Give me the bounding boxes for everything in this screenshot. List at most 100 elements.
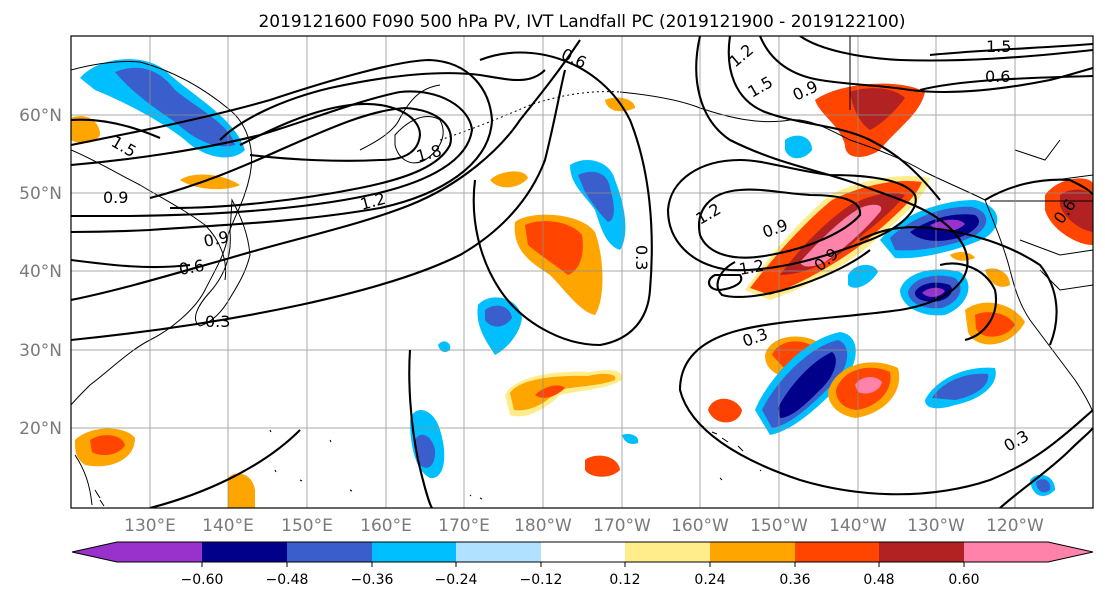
- lat-label: 60°N: [19, 106, 62, 126]
- north-america-coastline: [984, 199, 1093, 413]
- lat-label: 30°N: [19, 341, 62, 361]
- contour-label: 1.5: [986, 37, 1011, 56]
- map-frame: [70, 35, 1094, 509]
- positive-anomaly-region: [800, 204, 882, 267]
- colorbar-label: 0.12: [609, 572, 640, 588]
- lon-label: 140°W: [829, 516, 887, 536]
- pv-contour-line: [472, 51, 653, 347]
- contour-label: 1.2: [737, 256, 765, 279]
- map-title: 2019121600 F090 500 hPa PV, IVT Landfall…: [258, 12, 905, 32]
- pv-contour-line: [999, 427, 1093, 508]
- colorbar-segment: [541, 542, 625, 562]
- pv-contour-line: [71, 118, 161, 139]
- colorbar-segment: [795, 542, 879, 562]
- positive-anomaly-region: [585, 455, 620, 477]
- longitude-labels: 130°E 140°E 150°E 160°E 170°E 180°W 170°…: [124, 516, 1044, 536]
- colorbar-segment: [72, 542, 202, 562]
- negative-anomaly-region: [115, 67, 235, 147]
- negative-anomaly-region: [922, 287, 945, 297]
- pv-contour-line: [666, 158, 917, 272]
- lon-label: 150°E: [281, 516, 333, 536]
- contour-label: 0.6: [985, 67, 1010, 86]
- colorbar-segment: [287, 542, 372, 562]
- positive-anomaly-region: [975, 312, 1015, 337]
- positive-anomaly-region: [708, 398, 742, 423]
- lon-label: 150°W: [750, 516, 808, 536]
- colorbar-label: 0.24: [694, 572, 725, 588]
- lon-label: 160°W: [671, 516, 729, 536]
- lon-label: 130°W: [907, 516, 965, 536]
- lon-label: 160°E: [360, 516, 412, 536]
- negative-anomaly-region: [1036, 479, 1051, 493]
- pv-contour-line: [71, 258, 191, 269]
- lon-label: 120°W: [986, 516, 1044, 536]
- pv-contour-line: [71, 90, 474, 218]
- pv-contour-line: [239, 103, 422, 162]
- pv-contour-line: [984, 178, 1093, 201]
- contour-label: 0.3: [632, 245, 651, 270]
- gridlines: [71, 36, 1093, 508]
- colorbar-segment: [625, 542, 710, 562]
- lon-label: 180°W: [514, 516, 572, 536]
- state-border: [1014, 139, 1093, 291]
- pv-contour-line: [219, 69, 546, 141]
- pv-contour-line: [919, 74, 1093, 92]
- contour-label: 0.9: [202, 227, 231, 251]
- lat-label: 50°N: [19, 184, 62, 204]
- map-area: 0.6 1.5 1.2 1.5 0.6 1.5 0.9 1.8 0.9 1.2 …: [71, 36, 1093, 508]
- negative-anomaly-region: [622, 433, 639, 445]
- colorbar-segment: [710, 542, 795, 562]
- contour-label: 0.9: [103, 188, 128, 207]
- negative-anomaly-region: [578, 171, 614, 222]
- positive-anomaly-region: [855, 376, 882, 394]
- pv-contour-line: [727, 36, 941, 201]
- negative-anomaly-region: [778, 352, 836, 418]
- latitude-labels: 60°N 50°N 40°N 30°N 20°N: [19, 106, 62, 439]
- pv-contour-line: [859, 226, 1058, 346]
- colorbar-label: −0.12: [520, 572, 563, 588]
- pv-contour-line: [716, 249, 871, 298]
- anomaly-shading: [71, 59, 1093, 508]
- positive-anomaly-region: [228, 473, 255, 508]
- pv-contour-line: [71, 69, 567, 342]
- positive-anomaly-region: [490, 171, 528, 188]
- positive-anomaly-region: [510, 373, 616, 411]
- positive-anomaly-region: [950, 252, 975, 261]
- colorbar-segment: [372, 542, 456, 562]
- colorbar-segment: [964, 542, 1093, 562]
- colorbar-label: 0.36: [779, 572, 810, 588]
- negative-anomaly-region: [932, 373, 989, 400]
- philippines-coastline: [74, 454, 105, 507]
- lon-label: 140°E: [202, 516, 254, 536]
- negative-anomaly-region: [785, 135, 812, 159]
- pv-contour-line: [71, 58, 494, 234]
- pv-contours: [71, 36, 1093, 508]
- lat-label: 20°N: [19, 419, 62, 439]
- contour-label: 0.6: [177, 256, 205, 279]
- lon-label: 130°E: [124, 516, 176, 536]
- kamchatka-coastline: [394, 116, 444, 164]
- contour-label: 0.3: [205, 312, 230, 331]
- pacific-islands: [269, 429, 762, 500]
- pv-contour-line: [408, 349, 433, 508]
- positive-anomaly-region: [525, 221, 583, 275]
- colorbar: −0.60 −0.48 −0.36 −0.24 −0.12 0.12 0.24 …: [71, 541, 1094, 588]
- pv-contour-line: [698, 188, 862, 259]
- colorbar-outline: [71, 541, 1094, 563]
- colorbar-label: −0.48: [266, 572, 309, 588]
- pv-contour-line: [799, 36, 1093, 62]
- pv-contour-line: [939, 262, 997, 342]
- colorbar-label: 0.60: [948, 572, 979, 588]
- pv-contour-line: [71, 39, 581, 302]
- colorbar-label: 0.48: [863, 572, 894, 588]
- pv-contour-line: [149, 429, 301, 508]
- negative-anomaly-region: [415, 434, 436, 468]
- pv-contour-line: [678, 36, 1093, 496]
- pv-contour-line: [707, 273, 743, 292]
- colorbar-ticks: [201, 562, 965, 567]
- positive-anomaly-region: [90, 435, 125, 456]
- colorbar-label: −0.60: [181, 572, 224, 588]
- asia-coastline: [71, 149, 227, 281]
- positive-anomaly-region: [1060, 189, 1093, 232]
